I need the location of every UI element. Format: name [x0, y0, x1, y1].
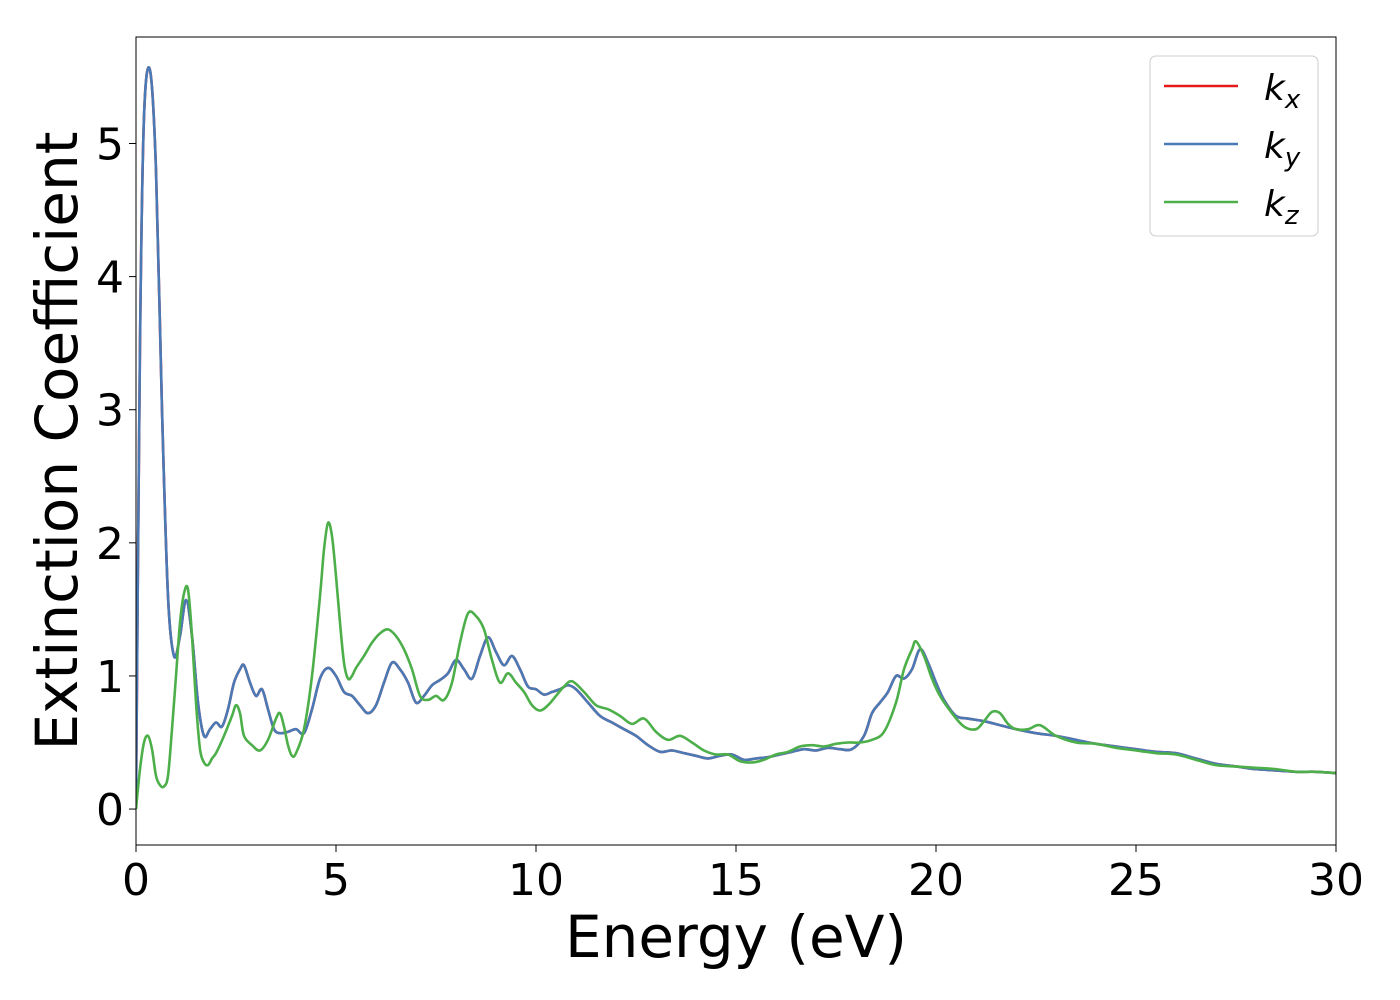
x-axis-label: Energy (eV)	[565, 903, 907, 971]
series-line-z	[136, 521, 1336, 810]
x-tick-label: 15	[708, 855, 764, 906]
legend: kx ky kz	[1149, 55, 1319, 237]
legend-label-y: ky	[1264, 126, 1301, 173]
x-axis: 0 5 10 15 20 25 30	[122, 845, 1364, 906]
series-layer	[136, 66, 1336, 810]
plot-background	[136, 37, 1336, 845]
x-tick-label: 30	[1308, 855, 1364, 906]
y-tick-label: 0	[96, 785, 124, 836]
y-tick-label: 1	[96, 652, 124, 703]
y-tick-label: 2	[96, 519, 124, 570]
legend-label-z: kz	[1264, 184, 1300, 231]
legend-box	[1149, 55, 1319, 237]
x-tick-label: 25	[1108, 855, 1164, 906]
y-tick-label: 3	[96, 386, 124, 437]
y-axis-label: Extinction Coefficient	[23, 132, 91, 751]
x-tick-label: 5	[322, 855, 350, 906]
x-tick-label: 20	[908, 855, 964, 906]
legend-label-x: kx	[1264, 68, 1301, 115]
y-tick-label: 4	[96, 253, 124, 304]
y-axis: 0 1 2 3 4 5	[96, 119, 136, 836]
x-tick-label: 0	[122, 855, 150, 906]
y-tick-label: 5	[96, 119, 124, 170]
x-tick-label: 10	[508, 855, 564, 906]
